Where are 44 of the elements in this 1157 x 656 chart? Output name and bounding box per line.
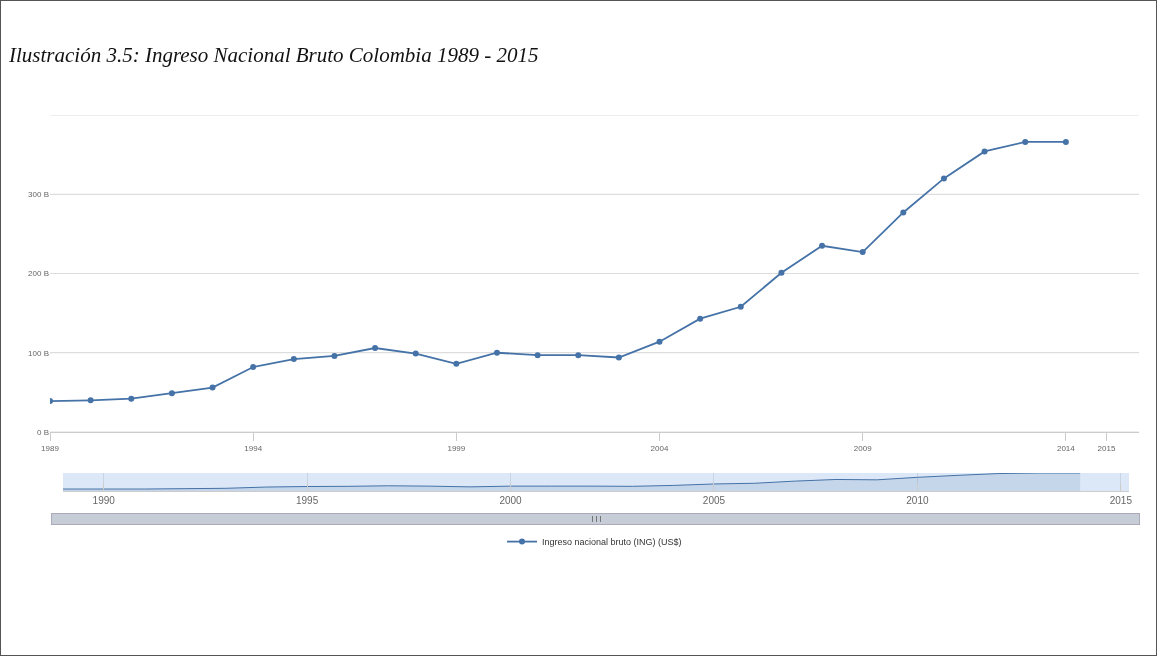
- point: [250, 364, 257, 371]
- point: [656, 338, 663, 345]
- point: [900, 209, 907, 216]
- point: [778, 269, 785, 276]
- point: [290, 356, 297, 363]
- x-tick-label: 1990: [92, 495, 116, 506]
- point: [87, 397, 94, 404]
- x-tick-label: 2015: [1109, 495, 1133, 506]
- point: [819, 242, 826, 249]
- x-tick-label: 2015: [1097, 443, 1116, 453]
- point: [615, 354, 622, 361]
- point: [209, 384, 216, 391]
- point: [331, 352, 338, 359]
- point: [534, 352, 541, 359]
- point: [128, 395, 135, 402]
- x-tick-label: 1994: [244, 443, 263, 453]
- point: [372, 345, 379, 351]
- y-tick-label: 0 B: [36, 427, 49, 437]
- point: [453, 360, 460, 367]
- point: [493, 349, 500, 356]
- point: [575, 352, 582, 359]
- point: [859, 249, 866, 256]
- x-tick-label: 2009: [853, 443, 873, 453]
- x-tick-label: 2000: [499, 495, 523, 506]
- x-tick-label: 2010: [906, 495, 929, 506]
- y-tick-label: 100 B: [28, 348, 49, 358]
- x-tick-label: 2004: [650, 443, 669, 453]
- point: [981, 148, 988, 155]
- point: [1062, 138, 1069, 145]
- x-tick-label: 2014: [1056, 443, 1076, 453]
- x-tick-label: 1999: [447, 443, 466, 453]
- point: [737, 303, 744, 310]
- point: [1022, 138, 1029, 145]
- x-tick-label: 1995: [295, 495, 319, 506]
- point: [412, 350, 419, 357]
- x-tick-label: 2005: [702, 495, 726, 506]
- y-tick-label: 200 B: [28, 269, 49, 279]
- x-tick-label: 1989: [41, 443, 60, 453]
- legend-label: Ingreso nacional bruto (ING) (US$): [542, 537, 682, 548]
- chart-title: Ilustración 3.5: Ingreso Nacional Bruto Colombia 1989 - 2015: [9, 43, 539, 68]
- point: [940, 175, 947, 182]
- point: [697, 315, 704, 322]
- point: [168, 390, 175, 397]
- y-tick-label: 300 B: [28, 190, 49, 200]
